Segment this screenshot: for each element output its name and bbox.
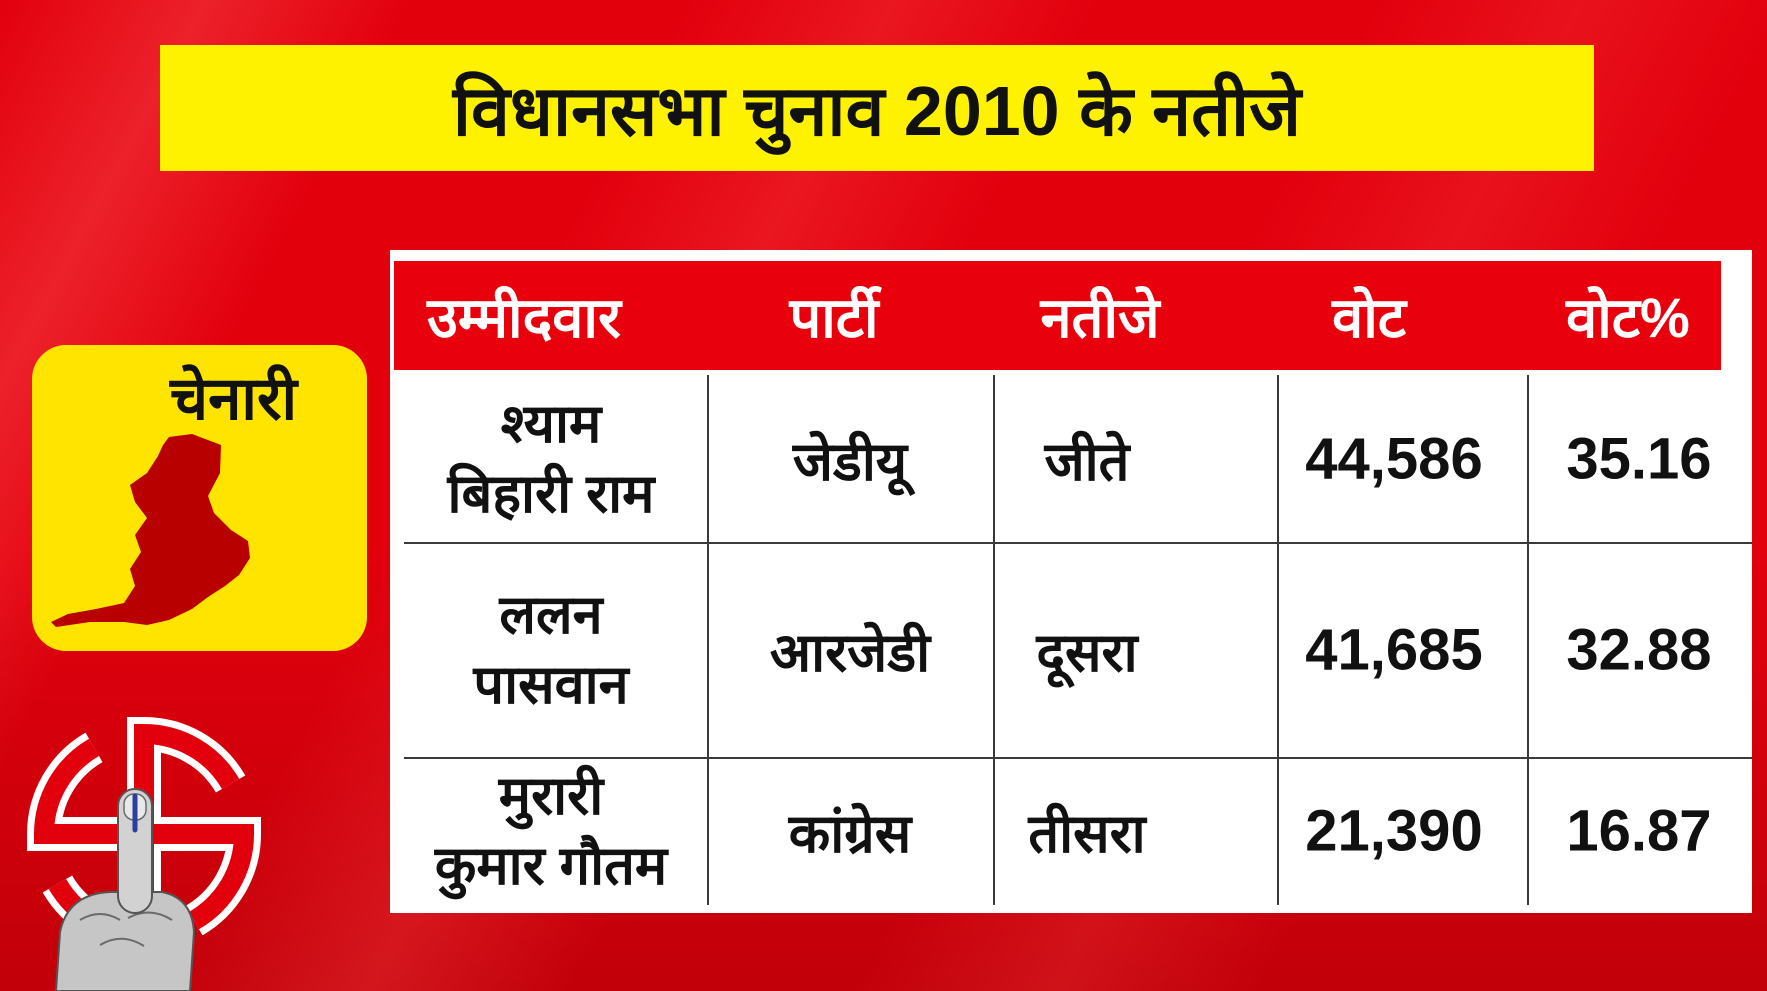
candidate-name: मुरारी कुमार गौतम (435, 761, 667, 901)
page-title: विधानसभा चुनाव 2010 के नतीजे (452, 72, 1302, 150)
constituency-map-icon (51, 434, 250, 627)
candidate-name-line: श्याम (500, 393, 602, 454)
row-divider (404, 542, 1752, 544)
table-row: मुरारी कुमार गौतम कांग्रेस तीसरा 21,390 … (390, 757, 1752, 905)
party-name: आरजेडी (769, 622, 931, 683)
table-row: श्याम बिहारी राम जेडीयू जीते 44,586 35.1… (390, 375, 1752, 542)
header-party: पार्टी (789, 285, 879, 349)
candidate-name-line: मुरारी (498, 766, 604, 826)
inked-finger-icon (54, 788, 196, 991)
result-status: दूसरा (1036, 622, 1138, 683)
vote-count: 21,390 (1305, 798, 1483, 864)
party-name: जेडीयू (792, 431, 908, 492)
column-divider (1527, 375, 1529, 905)
candidate-name: ललन पासवान (473, 580, 628, 720)
column-divider (993, 375, 995, 905)
header-vote-percent: वोट% (1566, 285, 1690, 349)
vote-percent: 32.88 (1566, 617, 1712, 682)
constituency-card: चेनारी (32, 345, 367, 651)
table-row: ललन पासवान आरजेडी दूसरा 41,685 32.88 (390, 542, 1752, 757)
candidate-name-line: बिहारी राम (447, 463, 655, 524)
result-status: तीसरा (1028, 804, 1146, 864)
title-bar: विधानसभा चुनाव 2010 के नतीजे (160, 45, 1594, 171)
candidate-name-line: कुमार गौतम (434, 836, 668, 896)
vote-count: 41,685 (1305, 617, 1483, 682)
row-divider (404, 757, 1752, 759)
vote-percent: 35.16 (1566, 426, 1712, 491)
party-name: कांग्रेस (788, 804, 912, 864)
vote-percent: 16.87 (1566, 798, 1712, 864)
column-divider (1277, 375, 1279, 905)
result-status: जीते (1044, 431, 1130, 492)
candidate-name: श्याम बिहारी राम (448, 389, 655, 529)
constituency-name: चेनारी (170, 365, 298, 432)
vote-count: 44,586 (1305, 426, 1483, 491)
results-table: उम्मीदवार पार्टी नतीजे वोट वोट% श्याम बि… (390, 250, 1752, 913)
table-header: उम्मीदवार पार्टी नतीजे वोट वोट% (394, 261, 1721, 370)
column-divider (707, 375, 709, 905)
header-candidate: उम्मीदवार (427, 285, 621, 349)
candidate-name-line: ललन (499, 584, 603, 645)
header-result: नतीजे (1040, 285, 1160, 349)
candidate-name-line: पासवान (473, 654, 629, 715)
header-votes: वोट (1332, 285, 1406, 349)
